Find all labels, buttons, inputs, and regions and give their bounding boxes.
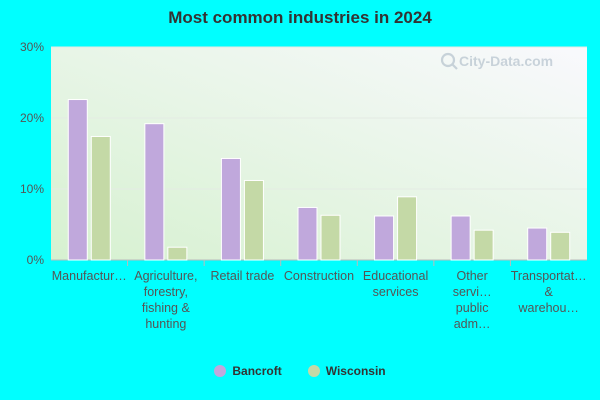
bar-wisconsin [397,196,418,261]
y-tick-label: 20% [20,111,44,125]
legend-swatch-wisconsin [307,365,320,377]
x-category-label: Transportat… & warehou… [511,269,587,315]
plot-area [51,47,587,260]
bar-bancroft [374,215,395,261]
bar-bancroft [220,157,241,261]
bar-wisconsin [473,229,494,261]
legend-label-wisconsin: Wisconsin [325,364,386,378]
watermark-magnifier-icon [440,52,456,68]
y-tick-label: 10% [20,182,44,196]
y-axis-ticks: 0% 10% 20% 30% [20,40,44,267]
bar-wisconsin [167,246,188,261]
legend-item-wisconsin: Wisconsin [307,364,386,378]
x-axis-labels: Manufactur… Agriculture, forestry, fishing … [52,269,587,331]
chart-title: Most common industries in 2024 [168,8,432,27]
x-category-label: Retail trade [210,269,274,283]
bar-bancroft [67,99,88,261]
x-category-label: Manufactur… [52,269,127,283]
bar-bancroft [527,227,548,261]
bar-wisconsin [320,214,341,261]
bar-wisconsin [550,231,571,261]
bar-bancroft [297,206,318,261]
bars [67,99,571,266]
legend: Bancroft Wisconsin [0,364,600,378]
x-category-label: Construction [284,269,354,283]
watermark: City-Data.com [440,52,553,70]
legend-swatch-bancroft [214,365,227,377]
legend-item-bancroft: Bancroft [214,364,282,378]
bar-wisconsin [90,135,111,261]
watermark-text: City-Data.com [459,53,553,69]
x-category-label: Other servi… public adm… [453,269,492,331]
bar-wisconsin [243,179,264,261]
y-tick-label: 30% [20,40,44,54]
y-tick-label: 0% [27,253,45,267]
x-category-label: Agriculture, forestry, fishing & hunting [134,269,197,331]
gridlines [51,46,587,261]
watermark-magnifier-handle [451,63,458,70]
legend-label-bancroft: Bancroft [232,364,282,378]
bar-bancroft [144,123,165,261]
bar-bancroft [450,215,471,261]
x-category-label: Educational services [363,269,428,299]
